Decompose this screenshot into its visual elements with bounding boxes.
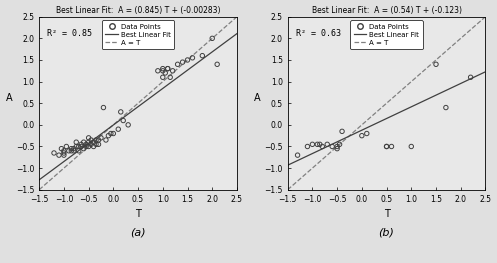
Data Points xyxy=(432,62,440,66)
Data Points xyxy=(338,129,346,133)
Y-axis label: A: A xyxy=(5,93,12,103)
Data Points xyxy=(314,142,322,146)
Data Points xyxy=(383,144,391,149)
Data Points xyxy=(65,149,73,153)
Data Points xyxy=(94,138,102,142)
Data Points xyxy=(318,144,326,149)
Data Points xyxy=(60,153,68,157)
Data Points xyxy=(183,58,191,62)
Data Points xyxy=(383,144,391,149)
Data Points xyxy=(323,142,331,146)
Data Points xyxy=(114,127,122,131)
Data Points xyxy=(92,138,100,142)
Text: (a): (a) xyxy=(130,228,146,238)
X-axis label: T: T xyxy=(135,209,141,219)
Data Points xyxy=(294,153,302,157)
Data Points xyxy=(328,144,336,149)
Data Points xyxy=(159,75,167,79)
Data Points xyxy=(333,146,341,151)
Data Points xyxy=(80,146,87,151)
Text: R² = 0.63: R² = 0.63 xyxy=(296,29,340,38)
Data Points xyxy=(92,142,100,146)
Data Points xyxy=(309,142,317,146)
Data Points xyxy=(84,144,92,149)
Data Points xyxy=(55,153,63,157)
Data Points xyxy=(63,144,71,149)
Title: Best Linear Fit:  A = (0.54) T + (-0.123): Best Linear Fit: A = (0.54) T + (-0.123) xyxy=(312,6,462,14)
Data Points xyxy=(188,56,196,60)
Data Points xyxy=(82,142,90,146)
Text: (b): (b) xyxy=(379,228,395,238)
Data Points xyxy=(72,140,80,144)
Data Points xyxy=(58,146,66,151)
Data Points xyxy=(84,136,92,140)
Data Points xyxy=(166,75,174,79)
Data Points xyxy=(358,134,366,138)
Data Points xyxy=(70,149,78,153)
Data Points xyxy=(82,144,90,149)
Data Points xyxy=(99,105,107,110)
Data Points xyxy=(60,149,68,153)
Data Points xyxy=(162,71,169,75)
Data Points xyxy=(109,132,117,136)
Data Points xyxy=(67,149,75,153)
Data Points xyxy=(70,146,78,151)
Data Points xyxy=(89,140,97,144)
Data Points xyxy=(87,142,95,146)
Data Points xyxy=(159,67,167,71)
Data Points xyxy=(333,144,341,149)
Data Points xyxy=(87,138,95,142)
Data Points xyxy=(388,144,396,149)
Title: Best Linear Fit:  A = (0.845) T + (-0.00283): Best Linear Fit: A = (0.845) T + (-0.002… xyxy=(56,6,220,14)
Data Points xyxy=(77,144,85,149)
Data Points xyxy=(442,105,450,110)
Data Points xyxy=(363,132,371,136)
Data Points xyxy=(164,67,171,71)
Data Points xyxy=(335,142,343,146)
Data Points xyxy=(89,144,97,149)
Legend: Data Points, Best Linear Fit, A = T: Data Points, Best Linear Fit, A = T xyxy=(350,20,422,49)
Data Points xyxy=(72,144,80,149)
Data Points xyxy=(467,75,475,79)
Data Points xyxy=(164,67,171,71)
Data Points xyxy=(408,144,415,149)
Data Points xyxy=(173,62,181,66)
Y-axis label: A: A xyxy=(254,93,261,103)
Data Points xyxy=(124,123,132,127)
Data Points xyxy=(97,136,105,140)
Data Points xyxy=(154,69,162,73)
Data Points xyxy=(208,36,216,41)
Data Points xyxy=(80,140,87,144)
Data Points xyxy=(60,151,68,155)
Data Points xyxy=(107,132,115,136)
Data Points xyxy=(316,142,324,146)
Data Points xyxy=(168,69,176,73)
Data Points xyxy=(159,69,167,73)
Data Points xyxy=(84,140,92,144)
Data Points xyxy=(67,146,75,151)
Data Points xyxy=(75,149,83,153)
Data Points xyxy=(119,118,127,123)
Legend: Data Points, Best Linear Fit, A = T: Data Points, Best Linear Fit, A = T xyxy=(102,20,174,49)
Data Points xyxy=(102,138,110,142)
Data Points xyxy=(94,142,102,146)
Data Points xyxy=(50,151,58,155)
Data Points xyxy=(75,144,83,149)
Data Points xyxy=(104,134,112,138)
Data Points xyxy=(304,144,312,149)
Data Points xyxy=(178,60,186,64)
X-axis label: T: T xyxy=(384,209,390,219)
Data Points xyxy=(77,142,85,146)
Data Points xyxy=(117,110,125,114)
Data Points xyxy=(198,54,206,58)
Text: R² = 0.85: R² = 0.85 xyxy=(47,29,92,38)
Data Points xyxy=(213,62,221,66)
